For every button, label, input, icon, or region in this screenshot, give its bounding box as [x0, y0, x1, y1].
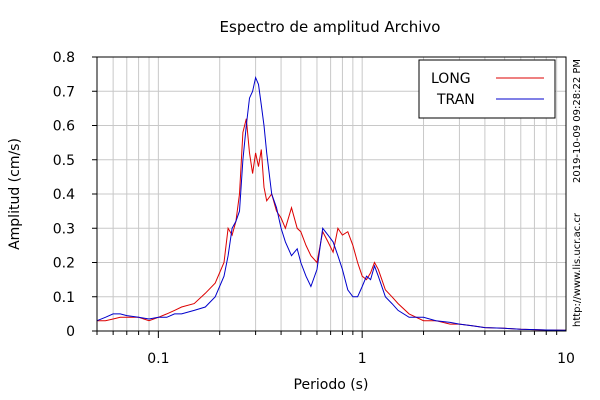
y-tick-label: 0.5 — [53, 153, 75, 169]
series-line-long — [97, 118, 567, 331]
y-axis-label: Amplitud (cm/s) — [7, 138, 23, 250]
chart-title: Espectro de amplitud Archivo — [220, 18, 441, 36]
x-tick-label: 1 — [358, 351, 367, 367]
legend: LONG TRAN — [418, 59, 556, 119]
x-axis-label: Periodo (s) — [294, 377, 369, 393]
series-line-tran — [96, 75, 567, 331]
url-annotation: http://www.lis.ucr.ac.cr — [572, 212, 583, 327]
x-tick-label: 0.1 — [147, 351, 169, 367]
legend-box — [418, 59, 556, 119]
timestamp-annotation: 2019-10-09 09:28:22 PM — [572, 59, 583, 183]
legend-label-long: LONG — [431, 71, 471, 87]
series-group — [96, 75, 567, 331]
y-tick-label: 0 — [66, 324, 75, 340]
y-tick-label: 0.1 — [53, 290, 75, 306]
y-tick-label: 0.7 — [53, 84, 75, 100]
y-tick-label: 0.6 — [53, 119, 75, 135]
y-tick-label: 0.8 — [53, 50, 75, 66]
grid — [96, 56, 566, 332]
x-tick-label: 10 — [557, 351, 575, 367]
y-tick-label: 0.4 — [53, 187, 75, 203]
y-tick-label: 0.2 — [53, 256, 75, 272]
y-tick-label: 0.3 — [53, 221, 75, 237]
legend-label-tran: TRAN — [436, 92, 475, 108]
x-axis: 0.1 1 10 — [96, 331, 575, 367]
y-axis: 0 0.1 0.2 0.3 0.4 0.5 0.6 0.7 0.8 — [53, 50, 97, 340]
